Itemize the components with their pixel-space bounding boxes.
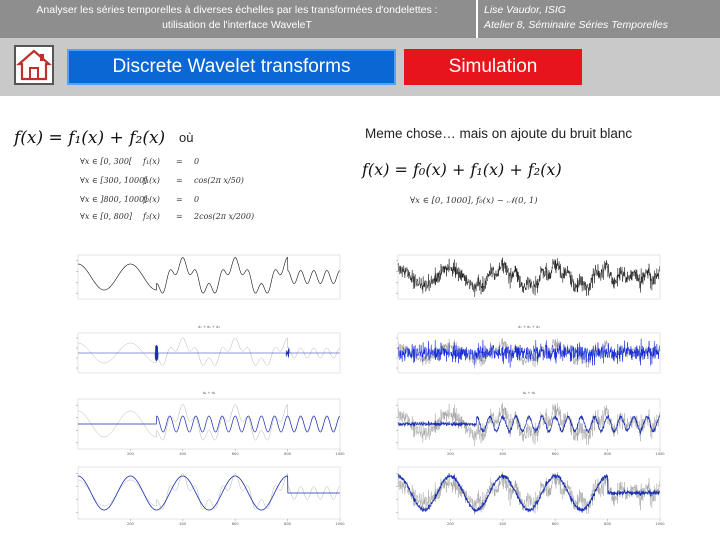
noise-definition: ∀x ∈ [0, 1000], f₀(x) ~ 𝒩(0, 1) [410,196,538,206]
x-tick-label: 600 [552,522,560,526]
simulation-button[interactable]: Simulation [404,49,582,85]
noise-note: Meme chose… mais on ajoute du bruit blan… [365,126,633,141]
panel-label: d₄ + d₅ [523,391,536,395]
author-line-1: Lise Vaudor, ISIG [484,4,566,16]
x-tick-label: 1000 [655,452,665,456]
author-info: Lise Vaudor, ISIG Atelier 8, Séminaire S… [484,3,714,33]
condition-rel: = [176,212,183,221]
condition-fn: f₁(x) [143,176,160,185]
detail-mid-panel [76,398,341,450]
signal-panel [396,254,661,300]
home-icon [16,49,52,81]
condition-rel: = [176,176,183,185]
presentation-title: Analyser les séries temporelles à divers… [0,0,474,41]
x-tick-label: 600 [552,452,560,456]
detail-fine-panel [396,332,661,374]
panel-label: d₁ + d₂ + d₃ [518,325,540,329]
signal-panel [76,254,341,300]
condition-value: cos(2π x/50) [194,176,244,185]
detail-fine-panel [76,332,341,374]
home-button[interactable] [14,45,54,85]
x-tick-label: 400 [179,522,187,526]
right-decomposition-plots: d₁ + d₂ + d₃ d₄ + d₅ 200 400 600 800 1000 200 40… [396,254,665,526]
right-equation: f(x) = f₀(x) + f₁(x) + f₂(x) [362,160,562,179]
x-tick-label: 200 [127,452,135,456]
x-tick-label: 800 [604,522,612,526]
condition-value: 0 [194,157,200,166]
detail-mid-panel [396,398,661,450]
detail-coarse-panel [396,466,661,520]
x-tick-label: 200 [127,522,135,526]
condition-value: 2cos(2π x/200) [194,212,255,221]
x-tick-label: 600 [232,452,240,456]
x-tick-label: 200 [447,522,455,526]
x-tick-label: 400 [499,522,507,526]
header-bar: Analyser les séries temporelles à divers… [0,0,720,38]
x-tick-label: 1000 [655,522,665,526]
x-tick-label: 600 [232,522,240,526]
condition-domain: ∀x ∈ ]800, 1000] [80,195,148,204]
condition-domain: ∀x ∈ [0, 800] [80,212,133,221]
ou-label: où [179,130,194,145]
x-tick-label: 800 [284,522,292,526]
header-divider [476,0,478,38]
author-line-2: Atelier 8, Séminaire Séries Temporelles [484,19,669,31]
x-tick-label: 800 [284,452,292,456]
condition-fn: f₁(x) [143,157,160,166]
panel-label: d₁ + d₂ + d₃ [198,325,220,329]
x-tick-label: 1000 [335,452,345,456]
x-tick-label: 400 [499,452,507,456]
condition-value: 0 [194,195,200,204]
panel-label: d₄ + d₅ [203,391,216,395]
detail-coarse-panel [76,466,341,520]
condition-fn: f₂(x) [143,195,160,204]
condition-rel: = [176,195,183,204]
x-tick-label: 1000 [335,522,345,526]
x-tick-label: 200 [447,452,455,456]
x-tick-label: 400 [179,452,187,456]
condition-fn: f₂(x) [143,212,160,221]
condition-domain: ∀x ∈ [300, 1000] [80,176,148,185]
left-decomposition-plots: d₁ + d₂ + d₃ d₄ + d₅ 200 400 600 800 1000 200 40… [76,254,345,526]
condition-rel: = [176,157,183,166]
left-equation: f(x) = f₁(x) + f₂(x) [14,128,166,148]
dwt-button[interactable]: Discrete Wavelet transforms [67,49,396,85]
condition-domain: ∀x ∈ [0, 300[ [80,157,133,166]
title-line-2: utilisation de l'interface WaveleT [162,19,312,31]
x-tick-label: 800 [604,452,612,456]
title-line-1: Analyser les séries temporelles à divers… [36,4,438,16]
